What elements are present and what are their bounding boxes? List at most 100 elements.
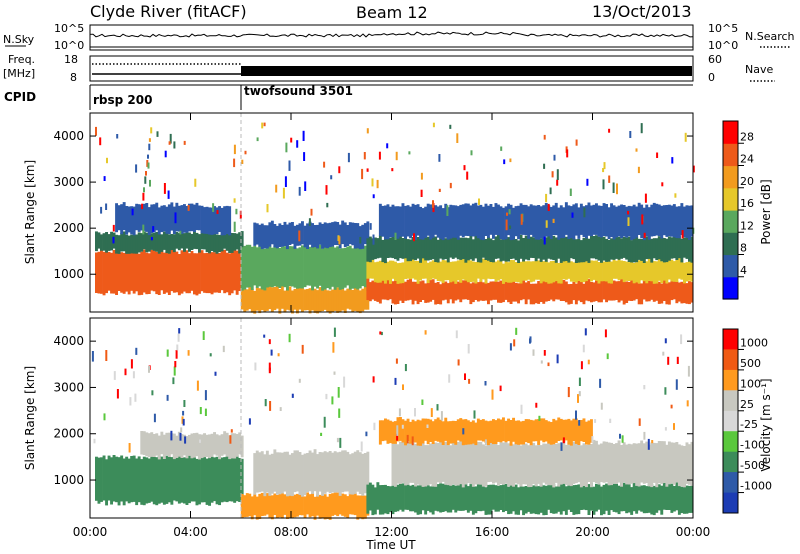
heatmap-cell (361, 494, 365, 520)
heatmap-cell (298, 493, 302, 516)
heatmap-cell (655, 279, 659, 301)
heatmap-cell (464, 278, 468, 300)
heatmap-cell (499, 239, 503, 262)
heatmap-cell (243, 495, 247, 518)
heatmap-cell (235, 250, 239, 295)
heatmap-speck (499, 385, 502, 392)
heatmap-cell (650, 280, 654, 300)
heatmap-cell (384, 418, 387, 441)
heatmap-cell (399, 441, 402, 484)
colorbar-swatch (723, 210, 738, 233)
heatmap-cell (213, 252, 217, 293)
heatmap-cell (612, 483, 616, 512)
heatmap-cell (188, 203, 191, 232)
heatmap-speck (268, 339, 271, 345)
heatmap-cell (509, 484, 513, 514)
heatmap-cell (100, 234, 103, 251)
heatmap-cell (537, 442, 541, 484)
heatmap-speck (233, 144, 236, 155)
heatmap-speck (112, 236, 115, 244)
heatmap-speck (339, 437, 342, 448)
heatmap-speck (144, 176, 147, 184)
heatmap-cell (200, 456, 204, 503)
heatmap-cell (107, 251, 111, 291)
heatmap-speck (449, 182, 452, 189)
heatmap-cell (399, 262, 402, 284)
heatmap-cell (529, 204, 533, 235)
heatmap-cell (188, 434, 191, 456)
heatmap-cell (497, 445, 500, 486)
heatmap-cell (487, 205, 490, 238)
heatmap-cell (469, 421, 473, 445)
heatmap-cell (441, 208, 445, 241)
heatmap-cell (622, 281, 626, 305)
heatmap-cell (637, 484, 641, 511)
heatmap-cell (323, 247, 327, 290)
heatmap-cell (494, 420, 498, 444)
heatmap-cell (564, 486, 568, 515)
colorbar-tick-label: 1000 (740, 336, 768, 349)
heatmap-cell (642, 443, 646, 484)
heatmap-cell (592, 486, 596, 515)
heatmap-cell (645, 204, 649, 237)
heatmap-speck (484, 439, 487, 446)
heatmap-cell (167, 456, 171, 503)
heatmap-cell (607, 485, 611, 515)
heatmap-cell (152, 233, 156, 251)
heatmap-cell (358, 495, 362, 519)
heatmap-cell (142, 456, 146, 506)
colorbar-tick-label: 4 (740, 264, 747, 277)
heatmap-cell (602, 441, 606, 483)
heatmap-cell (215, 250, 219, 293)
colorbar-swatch (723, 187, 738, 211)
heatmap-cell (662, 261, 666, 281)
heatmap-cell (366, 278, 370, 300)
heatmap-cell (476, 257, 480, 279)
heatmap-cell (529, 419, 533, 446)
heatmap-cell (590, 260, 593, 282)
heatmap-cell (296, 450, 299, 492)
heatmap-speck (187, 205, 190, 211)
heatmap-speck (130, 359, 133, 369)
heatmap-cell (384, 262, 387, 284)
heatmap-cell (522, 486, 526, 516)
heatmap-cell (401, 280, 405, 303)
heatmap-cell (150, 204, 154, 233)
heatmap-cell (426, 485, 430, 511)
heatmap-cell (429, 486, 433, 513)
heatmap-cell (579, 281, 583, 303)
heatmap-cell (474, 486, 478, 514)
heatmap-speck (404, 364, 407, 372)
heatmap-cell (125, 250, 129, 292)
heatmap-cell (391, 260, 395, 279)
heatmap-cell (446, 442, 450, 486)
heatmap-speck (560, 442, 563, 451)
heatmap-cell (183, 249, 186, 292)
heatmap-cell (424, 484, 428, 515)
heatmap-cell (343, 450, 347, 492)
heatmap-cell (183, 233, 186, 252)
heatmap-cell (484, 445, 488, 487)
heatmap-speck (178, 328, 181, 334)
heatmap-speck (421, 399, 424, 405)
heatmap-cell (265, 225, 269, 249)
heatmap-cell (557, 263, 561, 284)
heatmap-cell (358, 452, 362, 494)
power-heatmap (95, 113, 695, 314)
heatmap-cell (605, 261, 609, 282)
heatmap-cell (268, 493, 272, 518)
heatmap-cell (494, 279, 498, 300)
heatmap-cell (105, 232, 109, 253)
heatmap-cell (569, 261, 573, 282)
heatmap-cell (527, 237, 531, 261)
heatmap-speck (644, 193, 647, 203)
x-tick-label: 04:00 (173, 525, 208, 539)
heatmap-cell (688, 444, 691, 485)
heatmap-cell (542, 280, 546, 304)
heatmap-cell (481, 419, 485, 442)
heatmap-cell (650, 204, 654, 237)
heatmap-cell (677, 485, 681, 515)
heatmap-cell (454, 442, 458, 486)
heatmap-cell (170, 234, 174, 251)
heatmap-cell (250, 246, 254, 290)
